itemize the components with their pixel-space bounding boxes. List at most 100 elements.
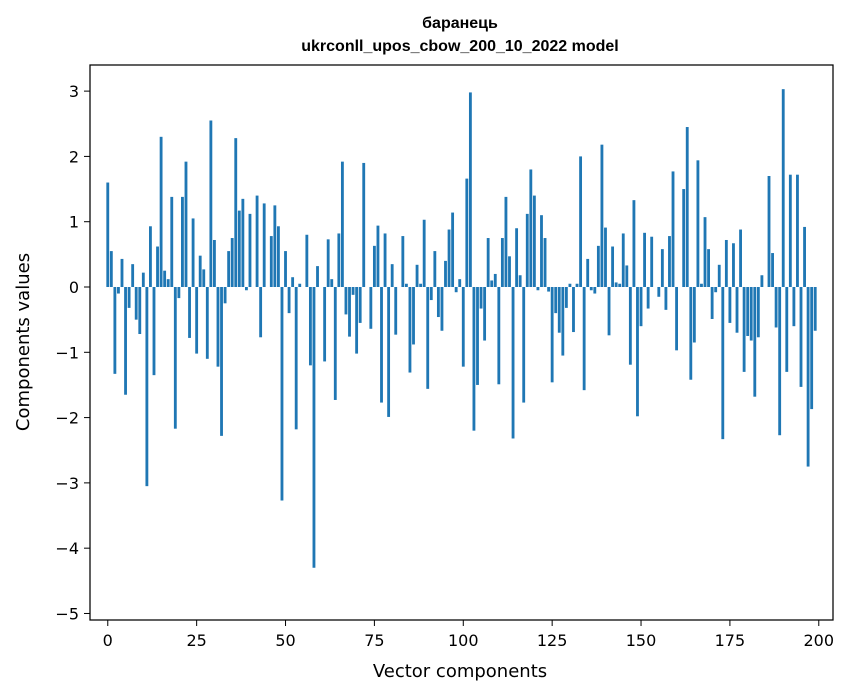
bar xyxy=(532,195,536,287)
x-tick-label: 0 xyxy=(103,631,113,650)
bar xyxy=(728,287,732,323)
x-tick-label: 50 xyxy=(275,631,295,650)
bar xyxy=(170,196,174,287)
bar xyxy=(785,287,789,372)
bar xyxy=(557,287,561,333)
bars-group xyxy=(106,89,817,568)
bar xyxy=(543,238,547,287)
bar xyxy=(618,283,622,287)
bar xyxy=(340,161,344,287)
bar xyxy=(778,287,782,436)
bar xyxy=(138,287,142,335)
x-tick-label: 75 xyxy=(364,631,384,650)
y-tick-label: 0 xyxy=(69,278,79,297)
bar xyxy=(227,251,231,287)
bar xyxy=(433,251,437,287)
bar xyxy=(550,287,554,383)
bar xyxy=(269,236,273,287)
bar xyxy=(579,156,583,287)
bar xyxy=(117,287,120,294)
bar xyxy=(468,92,472,287)
bar xyxy=(586,258,590,287)
y-axis: −5 −4 −3 −2 −1 0 1 2 3 xyxy=(55,82,90,623)
bar xyxy=(308,287,312,366)
bar xyxy=(276,226,280,287)
bar xyxy=(628,287,632,365)
x-axis-label: Vector components xyxy=(373,661,547,682)
bar xyxy=(717,264,721,287)
bar xyxy=(806,287,810,467)
bar xyxy=(387,287,391,417)
bar xyxy=(636,287,639,417)
bar xyxy=(774,287,778,328)
bar xyxy=(476,287,479,385)
y-axis-label: Components values xyxy=(13,253,34,431)
bar xyxy=(202,269,206,287)
bar xyxy=(323,287,327,362)
bar xyxy=(710,287,714,319)
bar xyxy=(458,279,462,287)
bar xyxy=(660,249,664,287)
bar xyxy=(216,287,220,367)
bar xyxy=(113,287,117,374)
bar xyxy=(518,275,522,287)
bar xyxy=(401,236,405,287)
bar xyxy=(771,253,774,287)
bar xyxy=(241,198,245,287)
bar xyxy=(781,89,785,287)
bar xyxy=(493,273,497,287)
bar xyxy=(536,287,540,291)
bar xyxy=(120,258,124,287)
bar xyxy=(707,249,710,287)
bar xyxy=(696,160,700,287)
bar xyxy=(191,218,195,287)
bar xyxy=(664,287,668,310)
bar xyxy=(205,287,209,359)
bar xyxy=(127,287,131,308)
bar xyxy=(760,275,764,287)
bar xyxy=(351,287,355,295)
bar xyxy=(515,228,519,287)
bar xyxy=(429,287,433,301)
bar xyxy=(294,287,298,430)
y-tick-label: −4 xyxy=(55,539,79,558)
bar xyxy=(767,176,771,287)
x-tick-label: 175 xyxy=(715,631,746,650)
bar xyxy=(582,287,586,391)
bar xyxy=(529,169,533,287)
bar xyxy=(166,279,170,287)
bar xyxy=(554,287,558,314)
bar xyxy=(643,232,646,287)
bar xyxy=(173,287,177,429)
bar xyxy=(564,287,568,308)
bar xyxy=(209,120,213,287)
bar xyxy=(408,287,412,373)
bar xyxy=(149,226,152,287)
bar xyxy=(561,287,565,356)
bar xyxy=(810,287,814,410)
bar xyxy=(611,246,615,287)
bar xyxy=(259,287,263,338)
bar xyxy=(198,255,202,287)
bar xyxy=(447,229,451,287)
bar xyxy=(735,287,739,333)
bar xyxy=(262,203,266,287)
bar xyxy=(746,287,750,336)
chart-title: баранець xyxy=(422,15,498,32)
y-tick-label: −5 xyxy=(55,604,79,623)
x-tick-label: 25 xyxy=(186,631,206,650)
bar xyxy=(163,270,167,287)
bar xyxy=(419,283,423,287)
bar xyxy=(600,144,604,287)
bar xyxy=(753,287,757,397)
bar xyxy=(234,138,238,287)
bar xyxy=(305,234,309,287)
bar xyxy=(273,205,277,287)
bar xyxy=(369,287,373,329)
bar xyxy=(788,174,792,287)
bar xyxy=(298,283,302,287)
bar xyxy=(230,238,234,287)
bar xyxy=(721,287,725,440)
bar xyxy=(714,287,718,293)
